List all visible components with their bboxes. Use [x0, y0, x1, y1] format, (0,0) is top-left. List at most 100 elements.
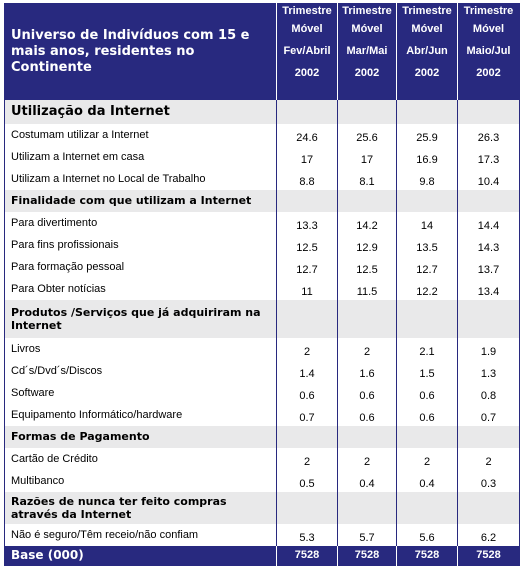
cell-value: 16.9	[396, 145, 458, 168]
table-row: Cd´s/Dvd´s/Discos 1.4 1.6 1.5 1.3	[4, 359, 520, 382]
row-label: Cd´s/Dvd´s/Discos	[4, 359, 277, 382]
cell-value: 1.6	[337, 359, 397, 382]
cell-value: 12.7	[276, 255, 338, 278]
cell-value: 14	[396, 211, 458, 234]
cell-value: 5.7	[337, 523, 397, 546]
universe-title: Universo de Indivíduos com 15 e mais ano…	[4, 3, 277, 100]
base-value: 7528	[276, 545, 338, 566]
table-row: Software 0.6 0.6 0.6 0.8	[4, 381, 520, 404]
section-header-row: Finalidade com que utilizam a Internet	[4, 189, 520, 212]
cell-value: 0.3	[457, 469, 520, 492]
cell-value: 1.5	[396, 359, 458, 382]
table-row: Para divertimento 13.3 14.2 14 14.4	[4, 211, 520, 234]
cell-value: 11	[276, 277, 338, 300]
row-label: Para formação pessoal	[4, 255, 277, 278]
column-header-mar-may: Trimestre Móvel Mar/Mai 2002	[337, 3, 397, 100]
column-header-line-3: Maio/Jul	[466, 45, 511, 57]
cell-value: 2	[396, 447, 458, 470]
column-header-line-2: Móvel	[351, 23, 383, 35]
table-row: Utilizam a Internet no Local de Trabalho…	[4, 167, 520, 190]
row-label: Livros	[4, 337, 277, 360]
cell-value: 14.3	[457, 233, 520, 256]
column-header-feb-apr: Trimestre Móvel Fev/Abril 2002	[276, 3, 338, 100]
cell-value: 12.9	[337, 233, 397, 256]
column-header-line-3: Abr/Jun	[406, 45, 448, 57]
section-title: Utilização da Internet	[4, 99, 277, 124]
column-header-line-4: 2002	[414, 67, 440, 79]
cell-value: 5.3	[276, 523, 338, 546]
column-header-line-2: Móvel	[291, 23, 323, 35]
cell-value: 13.3	[276, 211, 338, 234]
section-title: Formas de Pagamento	[4, 425, 277, 448]
base-value: 7528	[396, 545, 458, 566]
cell-value: 13.7	[457, 255, 520, 278]
row-label: Costumam utilizar a Internet	[4, 123, 277, 146]
cell-value: 0.6	[396, 403, 458, 426]
cell-value: 8.1	[337, 167, 397, 190]
column-header-line-4: 2002	[294, 67, 320, 79]
cell-value: 1.3	[457, 359, 520, 382]
row-label: Para divertimento	[4, 211, 277, 234]
cell-value: 2.1	[396, 337, 458, 360]
cell-value: 0.7	[457, 403, 520, 426]
cell-value: 2	[276, 447, 338, 470]
table-row: Multibanco 0.5 0.4 0.4 0.3	[4, 469, 520, 492]
cell-value: 2	[276, 337, 338, 360]
cell-value: 0.4	[337, 469, 397, 492]
cell-value: 13.4	[457, 277, 520, 300]
base-label: Base (000)	[4, 545, 277, 566]
section-header-row: Utilização da Internet	[4, 99, 520, 124]
section-title: Produtos /Serviços que já adquiriram na …	[4, 299, 277, 338]
cell-value: 0.6	[396, 381, 458, 404]
cell-value: 10.4	[457, 167, 520, 190]
table-row: Utilizam a Internet em casa 17 17 16.9 1…	[4, 145, 520, 168]
cell-value: 0.6	[337, 403, 397, 426]
cell-value: 25.9	[396, 123, 458, 146]
row-label: Software	[4, 381, 277, 404]
cell-value: 2	[457, 447, 520, 470]
cell-value: 8.8	[276, 167, 338, 190]
cell-value: 2	[337, 337, 397, 360]
cell-value: 0.5	[276, 469, 338, 492]
column-header-line-1: Trimestre	[463, 5, 514, 17]
row-label: Utilizam a Internet no Local de Trabalho	[4, 167, 277, 190]
row-label: Multibanco	[4, 469, 277, 492]
cell-value: 2	[337, 447, 397, 470]
cell-value: 0.6	[337, 381, 397, 404]
row-label: Cartão de Crédito	[4, 447, 277, 470]
cell-value: 17	[337, 145, 397, 168]
column-header-line-4: 2002	[354, 67, 380, 79]
base-value: 7528	[337, 545, 397, 566]
section-header-row: Razões de nunca ter feito compras atravé…	[4, 491, 520, 524]
column-header-line-1: Trimestre	[342, 5, 392, 17]
cell-value: 6.2	[457, 523, 520, 546]
cell-value: 17	[276, 145, 338, 168]
section-header-row: Produtos /Serviços que já adquiriram na …	[4, 299, 520, 338]
cell-value: 1.9	[457, 337, 520, 360]
column-header-line-1: Trimestre	[282, 5, 332, 17]
cell-value: 5.6	[396, 523, 458, 546]
row-label: Para Obter notícias	[4, 277, 277, 300]
cell-value: 0.4	[396, 469, 458, 492]
cell-value: 14.2	[337, 211, 397, 234]
column-header-line-1: Trimestre	[402, 5, 452, 17]
table-row: Cartão de Crédito 2 2 2 2	[4, 447, 520, 470]
cell-value: 12.2	[396, 277, 458, 300]
cell-value: 12.5	[276, 233, 338, 256]
table-row: Para Obter notícias 11 11.5 12.2 13.4	[4, 277, 520, 300]
cell-value: 11.5	[337, 277, 397, 300]
cell-value: 14.4	[457, 211, 520, 234]
column-header-line-2: Móvel	[411, 23, 443, 35]
row-label: Utilizam a Internet em casa	[4, 145, 277, 168]
cell-value: 0.8	[457, 381, 520, 404]
internet-usage-table: Universo de Indivíduos com 15 e mais ano…	[4, 3, 520, 566]
table-row: Costumam utilizar a Internet 24.6 25.6 2…	[4, 123, 520, 146]
row-label: Equipamento Informático/hardware	[4, 403, 277, 426]
column-header-line-4: 2002	[476, 67, 501, 79]
cell-value: 9.8	[396, 167, 458, 190]
column-header-line-3: Mar/Mai	[346, 45, 388, 57]
column-header-line-2: Móvel	[472, 23, 505, 35]
section-header-row: Formas de Pagamento	[4, 425, 520, 448]
column-header-may-jul: Trimestre Móvel Maio/Jul 2002	[457, 3, 520, 100]
column-header-apr-jun: Trimestre Móvel Abr/Jun 2002	[396, 3, 458, 100]
